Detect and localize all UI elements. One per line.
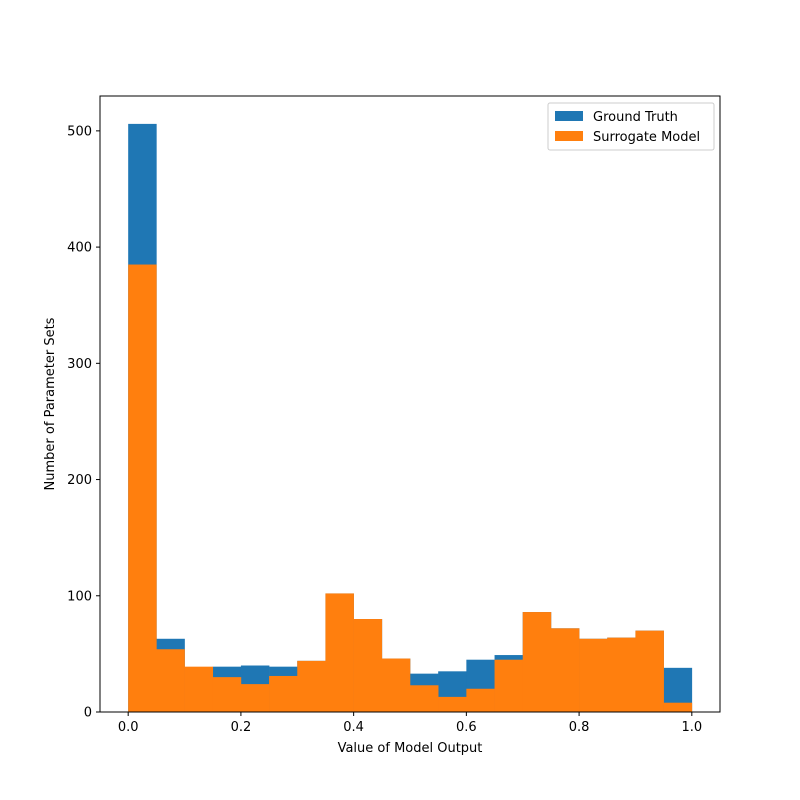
histogram-bar	[494, 659, 524, 712]
y-axis-label: Number of Parameter Sets	[43, 317, 58, 490]
histogram-bar	[466, 688, 495, 712]
legend-box	[547, 102, 715, 151]
histogram-bar	[663, 702, 693, 712]
y-tick-label: 400	[67, 241, 92, 256]
histogram-bar	[438, 696, 467, 712]
histogram-bar	[635, 630, 664, 712]
histogram-bar	[128, 264, 157, 712]
y-axis-ticks: 0 100 200 300 400 500	[67, 124, 100, 721]
histogram-bar	[212, 677, 242, 712]
legend-swatch	[555, 131, 583, 141]
histogram-bar	[353, 619, 383, 712]
histogram-bar	[156, 649, 185, 712]
y-tick-label: 200	[67, 473, 92, 488]
plot-frame	[99, 95, 721, 713]
histogram-bar	[607, 637, 636, 712]
histogram-bar	[269, 675, 298, 712]
plot-area	[100, 96, 720, 712]
x-tick-label: 1.0	[681, 720, 702, 735]
x-tick-label: 0.8	[569, 720, 590, 735]
histogram-bar	[522, 612, 552, 712]
histogram-bar	[381, 658, 411, 712]
y-tick-label: 300	[67, 357, 92, 372]
y-tick-label: 100	[67, 589, 92, 604]
x-tick-label: 0.2	[231, 720, 252, 735]
legend: Ground Truth Surrogate Model	[547, 102, 715, 151]
legend-label: Surrogate Model	[593, 130, 700, 145]
legend-label: Ground Truth	[593, 110, 678, 125]
x-tick-label: 0.0	[118, 720, 139, 735]
histogram-bar	[297, 660, 326, 712]
histogram-bar	[410, 685, 439, 712]
x-axis-ticks: 0.0 0.2 0.4 0.6 0.8 1.0	[118, 712, 702, 735]
y-tick-label: 500	[67, 124, 92, 139]
x-tick-label: 0.4	[343, 720, 364, 735]
histogram-bar	[550, 628, 580, 712]
plot-background	[100, 96, 720, 712]
axes-layer: 0.0 0.2 0.4 0.6 0.8 1.0 0 100 200 300 400 500	[67, 95, 721, 735]
bars-layer	[128, 123, 693, 712]
histogram-bar	[184, 666, 214, 712]
histogram-bar	[240, 684, 270, 712]
x-tick-label: 0.6	[456, 720, 477, 735]
x-axis-label: Value of Model Output	[338, 741, 483, 756]
histogram-bar	[325, 593, 354, 712]
legend-swatch	[555, 111, 583, 121]
series-1-bars	[128, 264, 693, 712]
y-tick-label: 0	[84, 706, 92, 721]
histogram-bar	[579, 638, 608, 712]
